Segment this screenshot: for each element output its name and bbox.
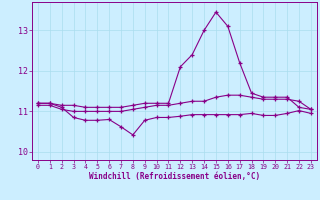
- X-axis label: Windchill (Refroidissement éolien,°C): Windchill (Refroidissement éolien,°C): [89, 172, 260, 181]
